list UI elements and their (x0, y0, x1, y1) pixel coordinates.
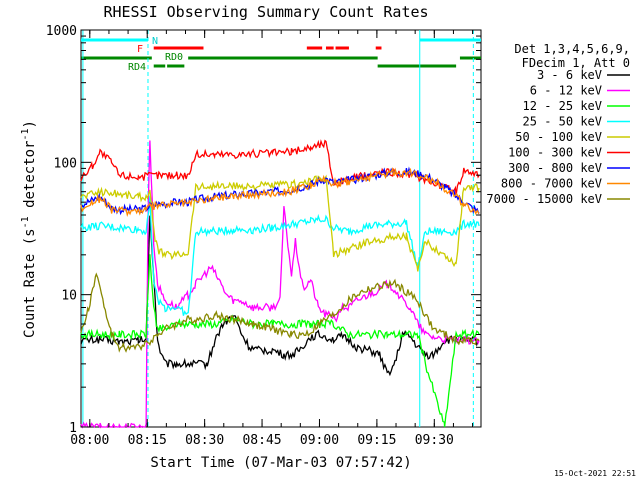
legend-label-2: 12 - 25 keV (523, 99, 602, 113)
y-axis: 1 10 100 1000 (46, 24, 481, 436)
legend: Det 1,3,4,5,6,9,FDecim 1, Att 03 - 6 keV… (486, 42, 630, 206)
y-axis-label: Count Rate (s-1 detector-1) (20, 120, 38, 338)
series-line-6 (80, 166, 480, 216)
x-tick-label-4: 09:00 (300, 433, 339, 448)
flag-label-rd4: RD4 (128, 62, 146, 73)
x-tick-label-0: 08:00 (70, 433, 109, 448)
x-tick-label-3: 08:45 (242, 433, 281, 448)
y-axis-label-sup1: -1 (20, 216, 31, 228)
legend-label-5: 100 - 300 keV (508, 146, 602, 160)
x-tick-label-5: 09:15 (357, 433, 396, 448)
series-line-8 (80, 272, 480, 353)
timestamp: 15-Oct-2021 22:51 (554, 469, 636, 478)
flag-label-rd0: RD0 (165, 52, 183, 63)
x-axis: 08:00 08:15 08:30 08:45 09:00 09:15 09:30 (70, 30, 474, 448)
y-tick-label-3: 1000 (46, 24, 77, 39)
legend-header-0: Det 1,3,4,5,6,9, (514, 42, 630, 56)
y-axis-label-sup2: -1 (20, 128, 31, 140)
legend-header-1: FDecim 1, Att 0 (522, 56, 630, 70)
legend-label-0: 3 - 6 keV (537, 68, 602, 82)
flag-label-f: F (137, 44, 143, 55)
x-tick-label-6: 09:30 (415, 433, 454, 448)
x-axis-label: Start Time (07-Mar-03 07:57:42) (150, 455, 411, 471)
series-line-2 (80, 254, 480, 428)
y-axis-label-end: ) (22, 120, 38, 128)
legend-label-3: 25 - 50 keV (523, 115, 602, 129)
legend-label-7: 800 - 7000 keV (501, 177, 602, 191)
legend-label-6: 300 - 800 keV (508, 161, 602, 175)
y-tick-label-0: 1 (69, 421, 77, 436)
series-line-7 (80, 166, 480, 217)
series-line-4 (80, 174, 480, 272)
legend-label-4: 50 - 100 keV (515, 130, 602, 144)
chart-title: RHESSI Observing Summary Count Rates (103, 3, 428, 21)
series-line-1 (80, 140, 480, 429)
legend-label-1: 6 - 12 keV (530, 84, 602, 98)
legend-label-8: 7000 - 15000 keV (486, 192, 602, 206)
x-tick-label-2: 08:30 (185, 433, 224, 448)
y-axis-label-mid: detector (22, 141, 38, 217)
x-tick-label-1: 08:15 (128, 433, 167, 448)
y-axis-label-main: Count Rate (s (22, 228, 38, 338)
series-group (80, 139, 480, 429)
y-tick-label-2: 100 (54, 156, 77, 171)
flag-bars (81, 38, 481, 68)
y-tick-label-1: 10 (61, 289, 77, 304)
flag-label-n: N (152, 36, 158, 47)
